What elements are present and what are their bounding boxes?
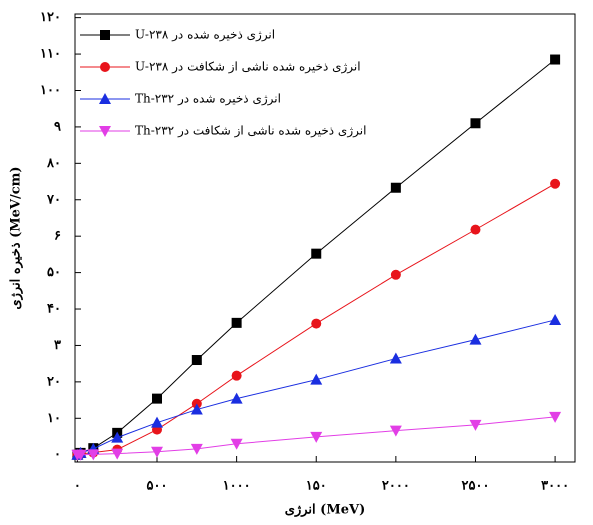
marker <box>191 355 202 366</box>
x-tick-label: ۰ <box>74 479 81 494</box>
y-tick-label: ۱۰ <box>47 411 61 426</box>
legend-label: انرژی ذخیره شده در U-۲۳۸ <box>135 28 275 42</box>
marker <box>111 431 124 443</box>
marker <box>87 449 100 461</box>
marker <box>111 448 124 460</box>
marker <box>469 333 482 345</box>
marker <box>550 178 561 189</box>
marker <box>390 269 401 280</box>
legend-marker <box>100 62 110 72</box>
legend-label: انرژی ذخیره شده در Th-۲۳۲ <box>135 92 281 106</box>
legend-marker <box>100 30 110 40</box>
x-tick-label: ۳۰۰۰ <box>541 479 569 494</box>
y-tick-label: ۱۰۰ <box>40 83 61 98</box>
legend-label: انرژی ذخیره شده ناشی از شکافت در U-۲۳۸ <box>135 60 361 74</box>
marker <box>310 431 323 443</box>
y-tick-label: ۱۲۰ <box>40 10 61 25</box>
legend-marker <box>99 93 111 104</box>
y-tick-label: ۶ <box>54 229 61 244</box>
x-axis-label: انرژی (MeV) <box>285 503 365 518</box>
marker <box>311 318 322 329</box>
marker <box>151 416 164 428</box>
marker <box>311 248 322 259</box>
y-tick-label: ۱۱۰ <box>40 47 61 62</box>
marker <box>470 118 481 129</box>
marker <box>389 352 402 364</box>
marker <box>230 392 243 404</box>
marker <box>550 54 561 65</box>
marker <box>389 425 402 437</box>
marker <box>310 373 323 385</box>
y-axis-label: ذخیره انرژی (MeV/cm) <box>9 166 24 309</box>
marker <box>231 370 242 381</box>
y-tick-label: ۵۰ <box>47 265 61 280</box>
y-tick-label: ۳ <box>54 338 61 353</box>
x-tick-label: ۲۰۰۰ <box>382 479 410 494</box>
x-tick-label: ۵۰۰ <box>147 479 168 494</box>
marker <box>549 411 562 423</box>
x-tick-label: ۲۵۰۰ <box>462 479 490 494</box>
marker <box>190 443 203 455</box>
y-tick-label: ۷۰ <box>46 192 61 207</box>
legend-label: انرژی ذخیره شده ناشی از شکافت در Th-۲۳۲ <box>135 124 366 138</box>
legend-marker <box>99 126 111 137</box>
marker <box>74 449 87 461</box>
marker <box>549 313 562 325</box>
marker <box>390 182 401 193</box>
marker <box>230 438 243 450</box>
x-tick-label: ۱۰۰۰ <box>223 479 251 494</box>
y-tick-label: ۰ <box>54 447 61 462</box>
marker <box>151 446 164 458</box>
marker <box>152 393 163 404</box>
y-tick-label: ۸۰ <box>46 156 61 171</box>
marker <box>190 403 203 415</box>
x-tick-label: ۱۵۰ <box>306 479 327 494</box>
y-tick-label: ۹ <box>54 119 61 134</box>
y-tick-label: ۴۰ <box>47 302 61 317</box>
plot-frame <box>74 13 576 463</box>
marker <box>231 317 242 328</box>
marker <box>470 224 481 235</box>
marker <box>469 419 482 431</box>
y-tick-label: ۲۰ <box>47 374 61 389</box>
